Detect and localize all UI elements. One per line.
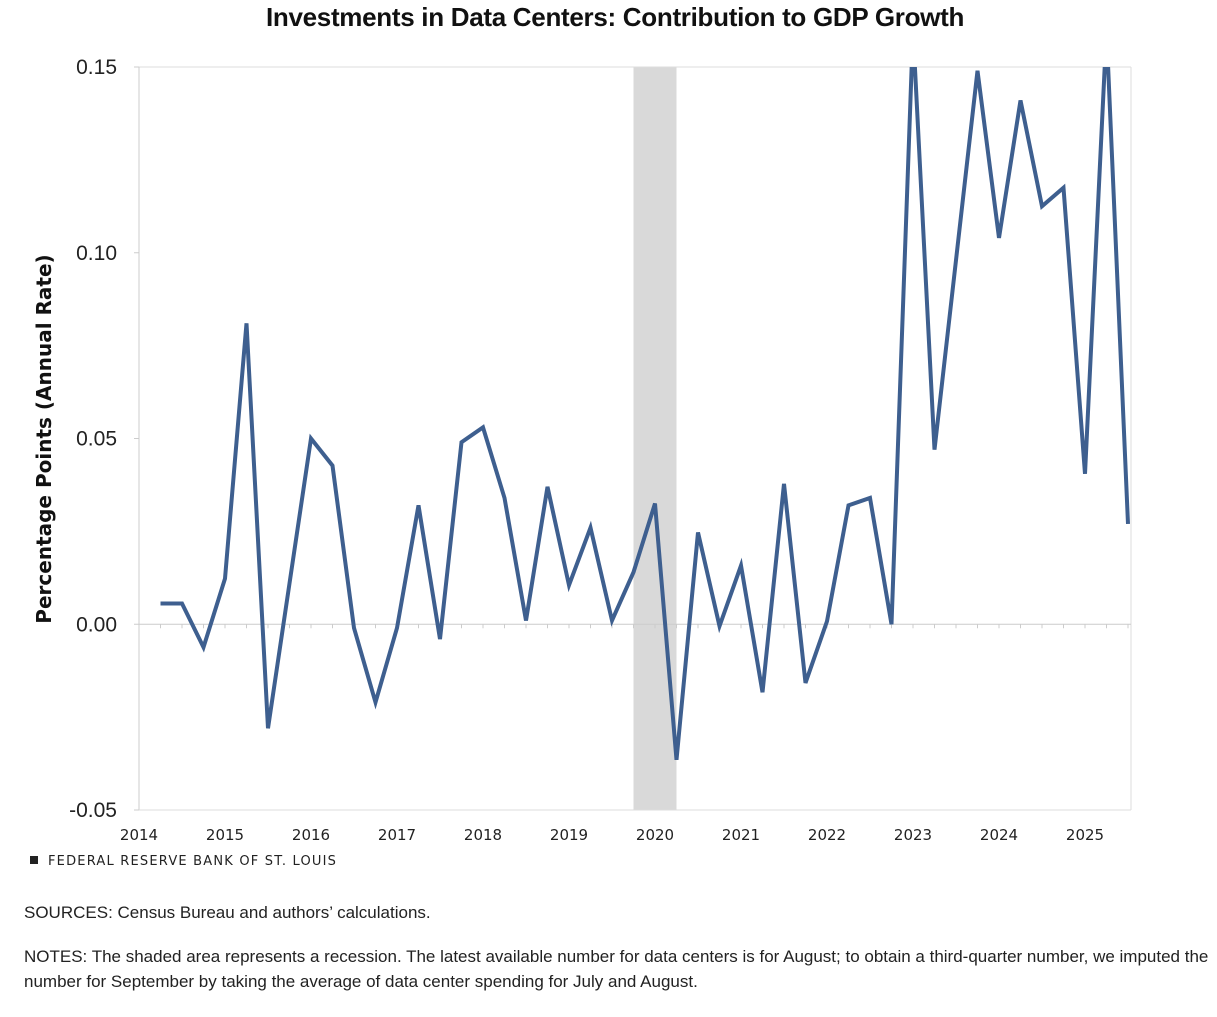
chart-title: Investments in Data Centers: Contributio… bbox=[265, 2, 965, 32]
x-tick-label: 2018 bbox=[464, 826, 502, 844]
x-tick-label: 2023 bbox=[894, 826, 932, 844]
x-tick-label: 2025 bbox=[1066, 826, 1104, 844]
y-tick-label: -0.05 bbox=[69, 799, 117, 822]
brand-square-icon bbox=[30, 856, 38, 864]
x-tick-label: 2015 bbox=[206, 826, 244, 844]
sources-text: SOURCES: Census Bureau and authors’ calc… bbox=[24, 903, 431, 922]
series-line bbox=[160, 67, 1130, 761]
y-tick-label: 0.10 bbox=[76, 242, 117, 265]
notes-text: NOTES: The shaded area represents a rece… bbox=[24, 947, 1209, 991]
x-tick-label: 2021 bbox=[722, 826, 760, 844]
fred-brand: FEDERAL RESERVE BANK OF ST. LOUIS bbox=[30, 854, 337, 869]
x-tick-label: 2016 bbox=[292, 826, 330, 844]
x-tick-label: 2017 bbox=[378, 826, 416, 844]
x-tick-label: 2020 bbox=[636, 826, 674, 844]
brand-text: FEDERAL RESERVE BANK OF ST. LOUIS bbox=[48, 854, 338, 869]
x-tick-label: 2014 bbox=[120, 826, 158, 844]
x-tick-label: 2024 bbox=[980, 826, 1018, 844]
x-tick-label: 2019 bbox=[550, 826, 588, 844]
y-axis-label: Percentage Points (Annual Rate) bbox=[32, 254, 56, 623]
y-tick-label: 0.00 bbox=[76, 613, 117, 636]
y-tick-label: 0.15 bbox=[76, 56, 117, 79]
y-tick-label: 0.05 bbox=[76, 428, 117, 451]
x-tick-label: 2022 bbox=[808, 826, 846, 844]
